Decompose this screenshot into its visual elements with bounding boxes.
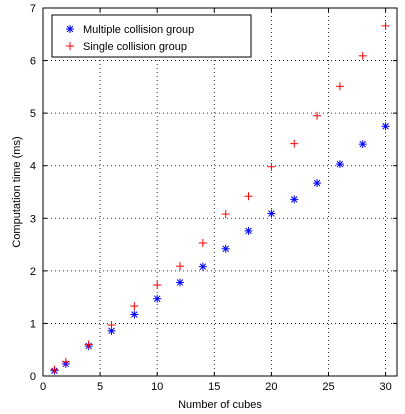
data-point bbox=[267, 162, 276, 171]
data-point bbox=[176, 262, 185, 271]
legend-label-single: Single collision group bbox=[83, 41, 187, 53]
data-point bbox=[130, 310, 139, 319]
series-single bbox=[50, 21, 390, 374]
x-tick-label: 15 bbox=[208, 381, 220, 393]
data-point bbox=[358, 140, 367, 149]
marker-stroke-d2 bbox=[245, 227, 252, 235]
data-point bbox=[267, 209, 276, 218]
data-point bbox=[198, 262, 207, 271]
axis-ticks bbox=[42, 7, 397, 377]
y-tick-label: 1 bbox=[30, 318, 36, 330]
marker-stroke-d2 bbox=[336, 160, 344, 168]
legend-marker-multiple bbox=[66, 25, 74, 33]
legend-marker-symbol bbox=[66, 42, 74, 50]
data-point bbox=[221, 210, 230, 219]
y-tick-label: 7 bbox=[30, 3, 36, 15]
legend-label-multiple: Multiple collision group bbox=[83, 24, 194, 36]
data-point bbox=[358, 51, 367, 60]
data-point bbox=[198, 238, 207, 247]
data-point bbox=[290, 195, 299, 204]
x-tick-label: 20 bbox=[265, 381, 277, 393]
data-point bbox=[50, 365, 59, 374]
series-layer bbox=[50, 21, 390, 375]
marker-stroke-d2 bbox=[199, 263, 207, 270]
legend: Multiple collision group Single collisio… bbox=[51, 14, 252, 58]
data-point bbox=[381, 21, 390, 30]
data-point bbox=[290, 139, 299, 148]
y-tick-label: 4 bbox=[30, 161, 36, 173]
x-axis-label: Number of cubes bbox=[178, 399, 262, 411]
marker-stroke-d2 bbox=[108, 327, 115, 335]
marker-stroke-d2 bbox=[153, 295, 161, 302]
data-point bbox=[244, 226, 253, 235]
data-point bbox=[335, 82, 344, 91]
data-point bbox=[153, 281, 162, 290]
marker-stroke-d2 bbox=[66, 25, 74, 33]
x-tick-label: 25 bbox=[322, 381, 334, 393]
y-tick-label: 5 bbox=[30, 108, 36, 120]
data-point bbox=[335, 160, 344, 169]
legend-marker-symbol bbox=[66, 25, 74, 33]
data-point bbox=[313, 111, 322, 120]
data-point bbox=[176, 278, 185, 287]
data-point bbox=[313, 179, 322, 188]
marker-stroke-d2 bbox=[131, 311, 138, 318]
y-tick-label: 6 bbox=[30, 56, 36, 68]
data-point bbox=[244, 192, 253, 201]
data-point bbox=[221, 244, 230, 253]
legend-marker-single bbox=[66, 42, 74, 50]
axis-tick-labels: 0 5 10 15 20 25 30 0 1 2 3 4 5 6 7 bbox=[30, 3, 392, 393]
data-point bbox=[130, 302, 139, 311]
marker-stroke-d2 bbox=[268, 210, 275, 217]
marker-stroke-d2 bbox=[176, 279, 184, 286]
x-tick-label: 30 bbox=[379, 381, 391, 393]
y-tick-label: 0 bbox=[30, 371, 36, 383]
plot-area-frame bbox=[42, 7, 398, 377]
y-tick-label: 3 bbox=[30, 213, 36, 225]
x-tick-label: 10 bbox=[151, 381, 163, 393]
data-point bbox=[84, 340, 93, 349]
marker-stroke-d2 bbox=[222, 245, 229, 253]
data-point bbox=[381, 122, 390, 131]
y-tick-label: 2 bbox=[30, 266, 36, 278]
marker-stroke-d2 bbox=[382, 123, 389, 130]
x-tick-label: 5 bbox=[97, 381, 103, 393]
data-point bbox=[107, 321, 116, 330]
x-tick-label: 0 bbox=[40, 381, 46, 393]
marker-stroke-d2 bbox=[359, 140, 366, 148]
data-point bbox=[61, 357, 70, 366]
y-axis-label: Computation time (ms) bbox=[11, 136, 23, 247]
marker-stroke-d2 bbox=[290, 196, 298, 203]
data-point bbox=[153, 294, 162, 303]
marker-stroke-d2 bbox=[313, 179, 321, 187]
legend-box bbox=[51, 14, 252, 58]
